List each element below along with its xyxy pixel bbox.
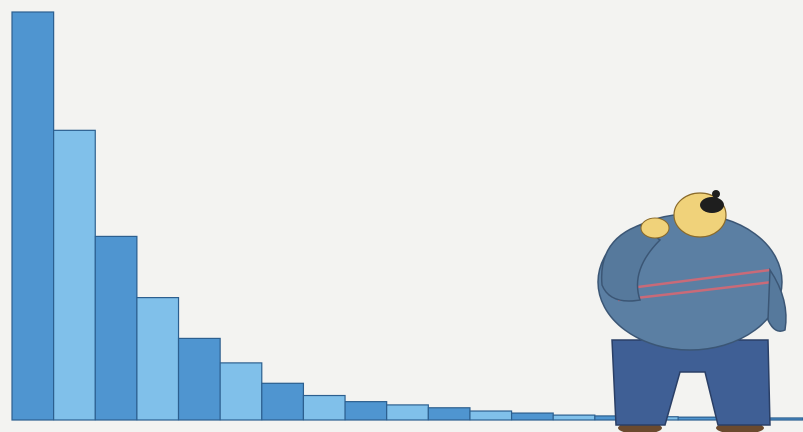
bar [94, 235, 138, 421]
bar [469, 410, 513, 421]
arm [600, 224, 662, 302]
bar [510, 412, 554, 421]
bar [344, 401, 388, 421]
bar [11, 11, 55, 421]
bar [302, 394, 346, 421]
bar [386, 404, 429, 421]
cartoon-man [597, 190, 787, 432]
bar [53, 129, 96, 421]
jeans [611, 339, 771, 426]
bar [136, 297, 180, 421]
bar [677, 416, 721, 421]
bars [11, 11, 803, 421]
hair [700, 197, 724, 213]
bar [427, 407, 471, 421]
bar [261, 382, 305, 421]
bar [219, 362, 263, 421]
arm [767, 267, 787, 332]
bar [177, 337, 221, 421]
hand [640, 217, 670, 239]
topknot [712, 190, 720, 198]
bar [552, 414, 596, 421]
